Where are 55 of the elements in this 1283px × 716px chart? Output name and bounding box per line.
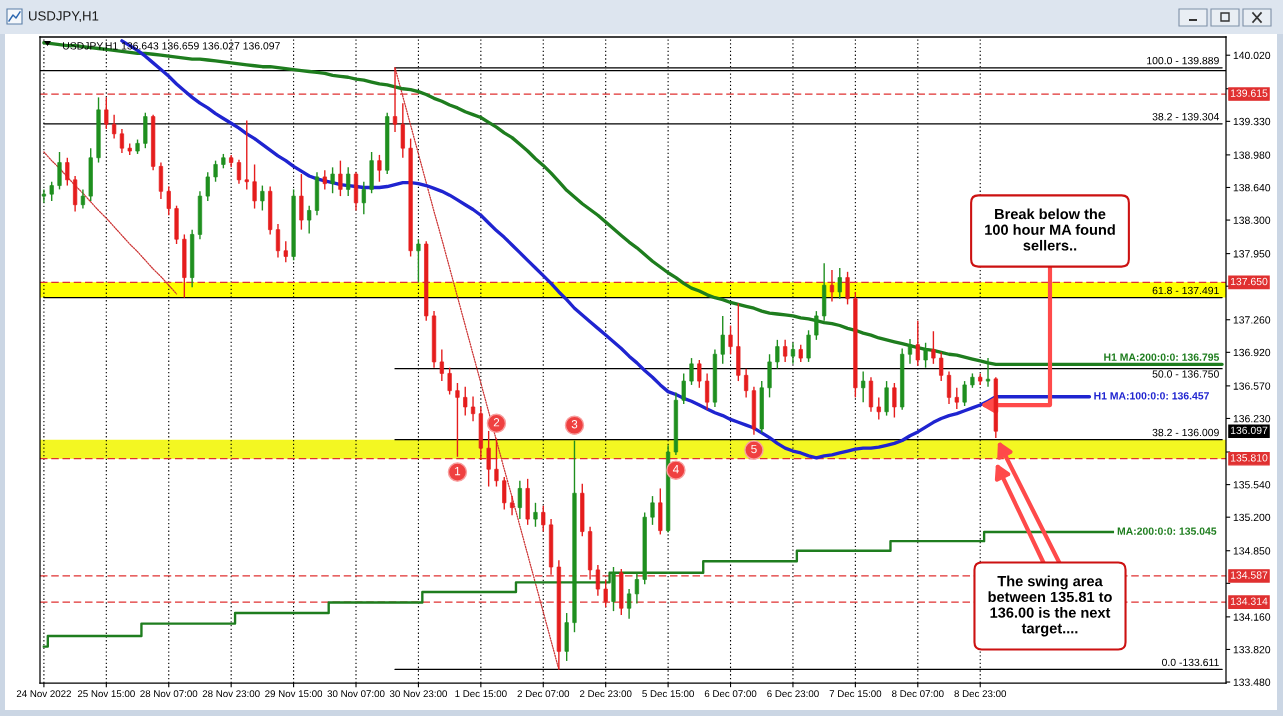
y-tick-label: 138.980	[1233, 151, 1271, 159]
y-tick-label: 137.950	[1233, 250, 1271, 258]
ref-line-label: 135.810	[1230, 454, 1268, 462]
x-tick-label: 25 Nov 15:00	[77, 690, 135, 698]
y-tick-label: 133.480	[1233, 678, 1271, 686]
y-tick-label: 138.300	[1233, 216, 1271, 224]
series-label: 38.2 - 139.304	[1152, 113, 1220, 121]
x-tick-label: 1 Dec 15:00	[455, 690, 507, 698]
y-tick-label: 135.540	[1233, 481, 1271, 489]
y-tick-label: 133.820	[1233, 645, 1271, 654]
chart-title: USDJPY,H1	[29, 11, 99, 23]
x-tick-label: 8 Dec 07:00	[892, 690, 944, 698]
annotation: 1	[455, 467, 461, 476]
annotation: 2	[493, 418, 500, 427]
series-label: 50.0 - 136.750	[1152, 370, 1219, 378]
x-tick-label: 7 Dec 15:00	[829, 690, 882, 698]
annotation: 136.097	[1230, 426, 1268, 435]
y-tick-label: 134.850	[1233, 547, 1271, 555]
x-tick-label: 29 Nov 15:00	[265, 690, 323, 698]
legend-label: H1 MA:200:0:0: 136.795	[1104, 353, 1220, 361]
y-tick-label: 134.160	[1233, 613, 1271, 621]
annotation: 4	[672, 465, 679, 474]
legend-label: 0.0 -133.611	[1162, 658, 1219, 667]
x-tick-label: 6 Dec 07:00	[704, 690, 757, 698]
ref-line-label: 139.615	[1230, 89, 1268, 97]
series-label: MA:200:0:0: 135.045	[1117, 527, 1217, 535]
x-tick-label: 6 Dec 23:00	[767, 690, 819, 698]
y-tick-label: 136.570	[1233, 382, 1271, 390]
y-tick-label: 139.330	[1233, 117, 1271, 126]
x-tick-label: 28 Nov 23:00	[202, 690, 260, 698]
annotation: 3	[571, 420, 578, 429]
y-tick-label: 136.920	[1233, 348, 1271, 357]
x-tick-label: 30 Nov 07:00	[327, 690, 385, 698]
y-tick-label: 140.020	[1233, 51, 1271, 60]
x-tick-label: 5 Dec 15:00	[642, 690, 694, 698]
legend-label: 61.8 - 137.491	[1152, 286, 1219, 295]
ref-line-label: 134.314	[1230, 597, 1268, 605]
legend-label: 38.2 - 136.009	[1152, 428, 1219, 437]
y-tick-label: 138.640	[1233, 183, 1271, 192]
ref-line-label: 137.650	[1230, 277, 1268, 286]
x-tick-label: 2 Dec 23:00	[579, 690, 632, 698]
series-label: H1 MA:100:0:0: 136.457	[1094, 392, 1209, 400]
y-tick-label: 137.260	[1233, 316, 1271, 324]
annotation: The swing area between 135.81 to 136.00 is the next target....	[988, 575, 1112, 637]
annotation: 5	[751, 444, 757, 454]
x-tick-label: 8 Dec 23:00	[954, 690, 1007, 698]
x-tick-label: 30 Nov 23:00	[389, 690, 447, 698]
ref-line-label: 134.587	[1230, 571, 1268, 579]
y-tick-label: 136.230	[1233, 414, 1271, 423]
legend-label: 100.0 - 139.889	[1147, 56, 1219, 65]
x-tick-label: 28 Nov 07:00	[140, 690, 198, 698]
x-tick-label: 2 Dec 07:00	[517, 690, 570, 698]
y-tick-label: 135.200	[1233, 513, 1271, 522]
annotation: Break below the 100 hour MA found sellers..	[985, 208, 1115, 251]
x-tick-label: 24 Nov 2022	[16, 690, 71, 698]
